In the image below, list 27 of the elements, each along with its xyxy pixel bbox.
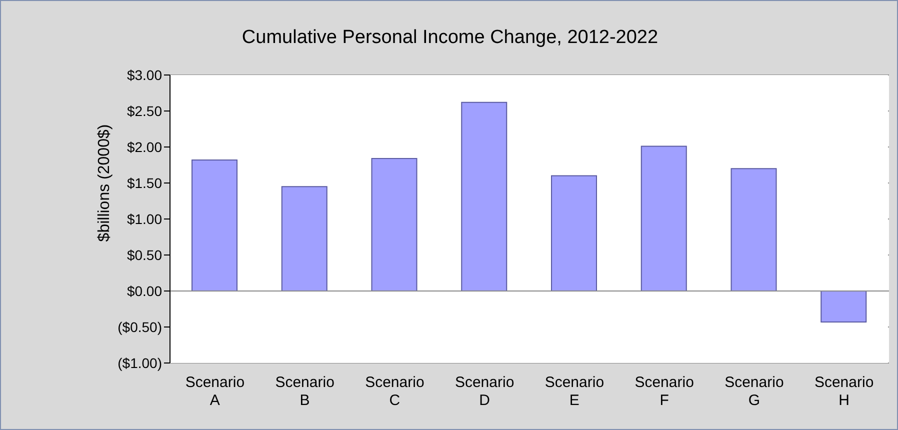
y-tick-label: ($1.00) [118,354,162,371]
x-tick-label: Scenario B [275,374,334,409]
x-tick-label: Scenario C [365,374,424,409]
y-tick-label: $2.00 [126,138,162,155]
bar [820,290,867,322]
bar [640,146,687,292]
y-tick-label: $1.00 [126,210,162,227]
bar [192,159,238,292]
x-tick-label: Scenario H [814,374,874,409]
y-tick-label: $2.50 [126,102,162,119]
y-tick-label: $3.00 [126,66,162,83]
y-tick-label: $0.00 [126,282,162,299]
x-tick-label: Scenario F [634,374,694,409]
bar [551,175,597,292]
x-tick-label: Scenario E [544,374,604,409]
bar [730,168,777,292]
y-tick-label: $1.50 [126,174,162,191]
chart-title: Cumulative Personal Income Change, 2012-2022 [240,27,660,49]
y-tick-label: $0.50 [126,246,162,263]
x-tick-label: Scenario A [185,374,245,409]
y-axis-title: $billions (2000$) [96,124,114,242]
y-tick-label: ($0.50) [118,318,162,335]
bar [281,186,328,292]
x-tick-label: Scenario G [724,374,784,409]
x-tick-label: Scenario D [454,374,514,409]
bar [371,158,418,292]
bar [461,102,508,292]
